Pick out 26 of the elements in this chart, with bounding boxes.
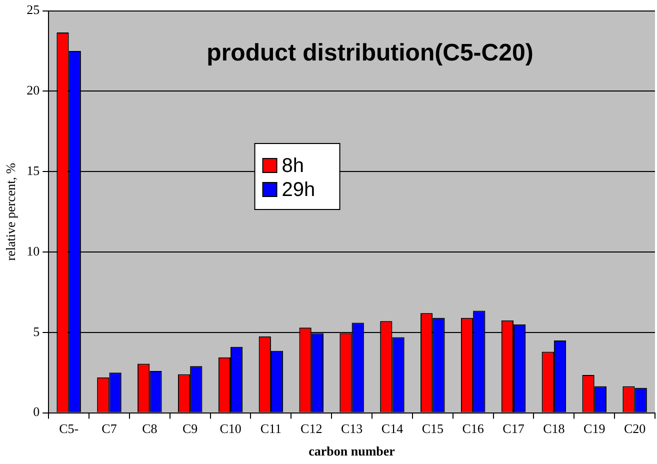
legend-label: 8h bbox=[282, 154, 304, 177]
x-tick-label: C14 bbox=[381, 421, 404, 436]
y-axis-title: relative percent, % bbox=[3, 162, 18, 261]
y-tick-label: 10 bbox=[26, 243, 40, 258]
y-tick-label: 15 bbox=[26, 163, 40, 178]
x-tick-label: C10 bbox=[220, 421, 242, 436]
text: product distribution(C5-C20) bbox=[206, 39, 534, 66]
y-tick-label: 20 bbox=[26, 82, 40, 98]
x-tick-label: C5- bbox=[59, 421, 79, 436]
x-tick-label: C11 bbox=[260, 421, 282, 436]
x-tick-label: C9 bbox=[182, 421, 198, 436]
x-tick-label: C19 bbox=[584, 421, 606, 436]
x-tick-label: C12 bbox=[300, 421, 322, 436]
x-tick-label: C13 bbox=[340, 421, 363, 436]
x-tick-label: C17 bbox=[502, 421, 525, 436]
y-tick-label: 0 bbox=[33, 404, 40, 420]
x-tick-label: C18 bbox=[543, 421, 565, 436]
y-tick-label: 25 bbox=[26, 2, 40, 18]
x-axis-title: carbon number bbox=[308, 444, 396, 459]
x-tick-label: C16 bbox=[462, 421, 484, 436]
x-tick-label: C7 bbox=[102, 421, 118, 436]
x-tick-label: C15 bbox=[422, 421, 444, 436]
x-tick-label: C8 bbox=[142, 421, 158, 436]
legend-label: 29h bbox=[282, 178, 316, 201]
y-tick-label: 5 bbox=[33, 324, 40, 339]
x-tick-label: C20 bbox=[624, 421, 646, 436]
